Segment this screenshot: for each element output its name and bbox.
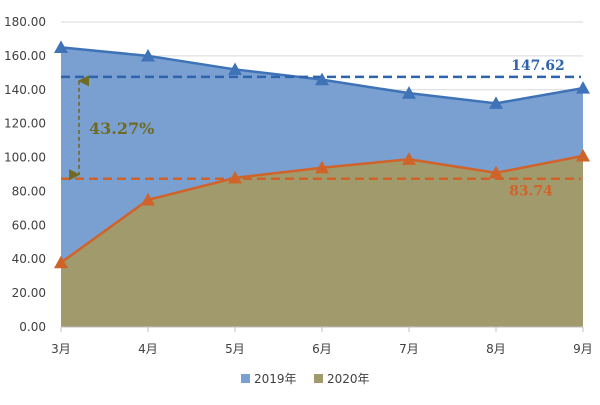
marker-2020 (315, 160, 329, 174)
marker-2020 (576, 148, 590, 162)
y-tick-label: 0.00 (19, 320, 46, 334)
legend-label-2019: 2019年 (254, 372, 297, 386)
x-tick-label: 5月 (225, 342, 245, 356)
marker-2019 (402, 86, 416, 99)
y-tick-label: 40.00 (12, 252, 46, 266)
x-tick-label: 4月 (138, 342, 158, 356)
y-tick-label: 120.00 (4, 117, 46, 131)
legend-label-2020: 2020年 (327, 372, 370, 386)
legend-swatch-2020 (314, 374, 323, 383)
y-tick-label: 20.00 (12, 286, 46, 300)
y-tick-label: 80.00 (12, 184, 46, 198)
legend-swatch-2019 (241, 374, 250, 383)
marker-2020 (54, 255, 68, 269)
series-markers (54, 40, 590, 269)
x-tick-label: 7月 (399, 342, 419, 356)
marker-2020 (489, 165, 503, 179)
y-tick-label: 160.00 (4, 49, 46, 63)
reference-label-2020: 83.74 (509, 184, 553, 200)
x-tick-label: 6月 (312, 342, 332, 356)
marker-2019 (576, 81, 590, 94)
gap-label: 43.27% (89, 119, 154, 138)
marker-2019 (315, 72, 329, 86)
y-tick-label: 100.00 (4, 151, 46, 165)
marker-2019 (489, 96, 503, 109)
y-tick-label: 60.00 (12, 218, 46, 232)
marker-2019 (228, 62, 242, 76)
x-tick-label: 3月 (51, 342, 71, 356)
y-tick-label: 180.00 (4, 15, 46, 29)
y-tick-label: 140.00 (4, 83, 46, 97)
area-layer (61, 47, 583, 328)
annotations: 147.62 83.74 43.27% (89, 58, 565, 200)
marker-2020 (402, 152, 416, 165)
x-tick-label: 9月 (573, 342, 593, 356)
marker-2019 (54, 40, 68, 54)
legend: 2019年 2020年 (241, 372, 370, 386)
reference-label-2019: 147.62 (511, 58, 565, 74)
axes: 0.00 20.00 40.00 60.00 80.00 100.00 120.00 140.… (4, 15, 593, 356)
marker-2020 (141, 192, 155, 206)
area-2020 (61, 155, 583, 327)
marker-2020 (228, 170, 242, 184)
x-tick-label: 8月 (486, 342, 506, 356)
marker-2019 (141, 48, 155, 62)
